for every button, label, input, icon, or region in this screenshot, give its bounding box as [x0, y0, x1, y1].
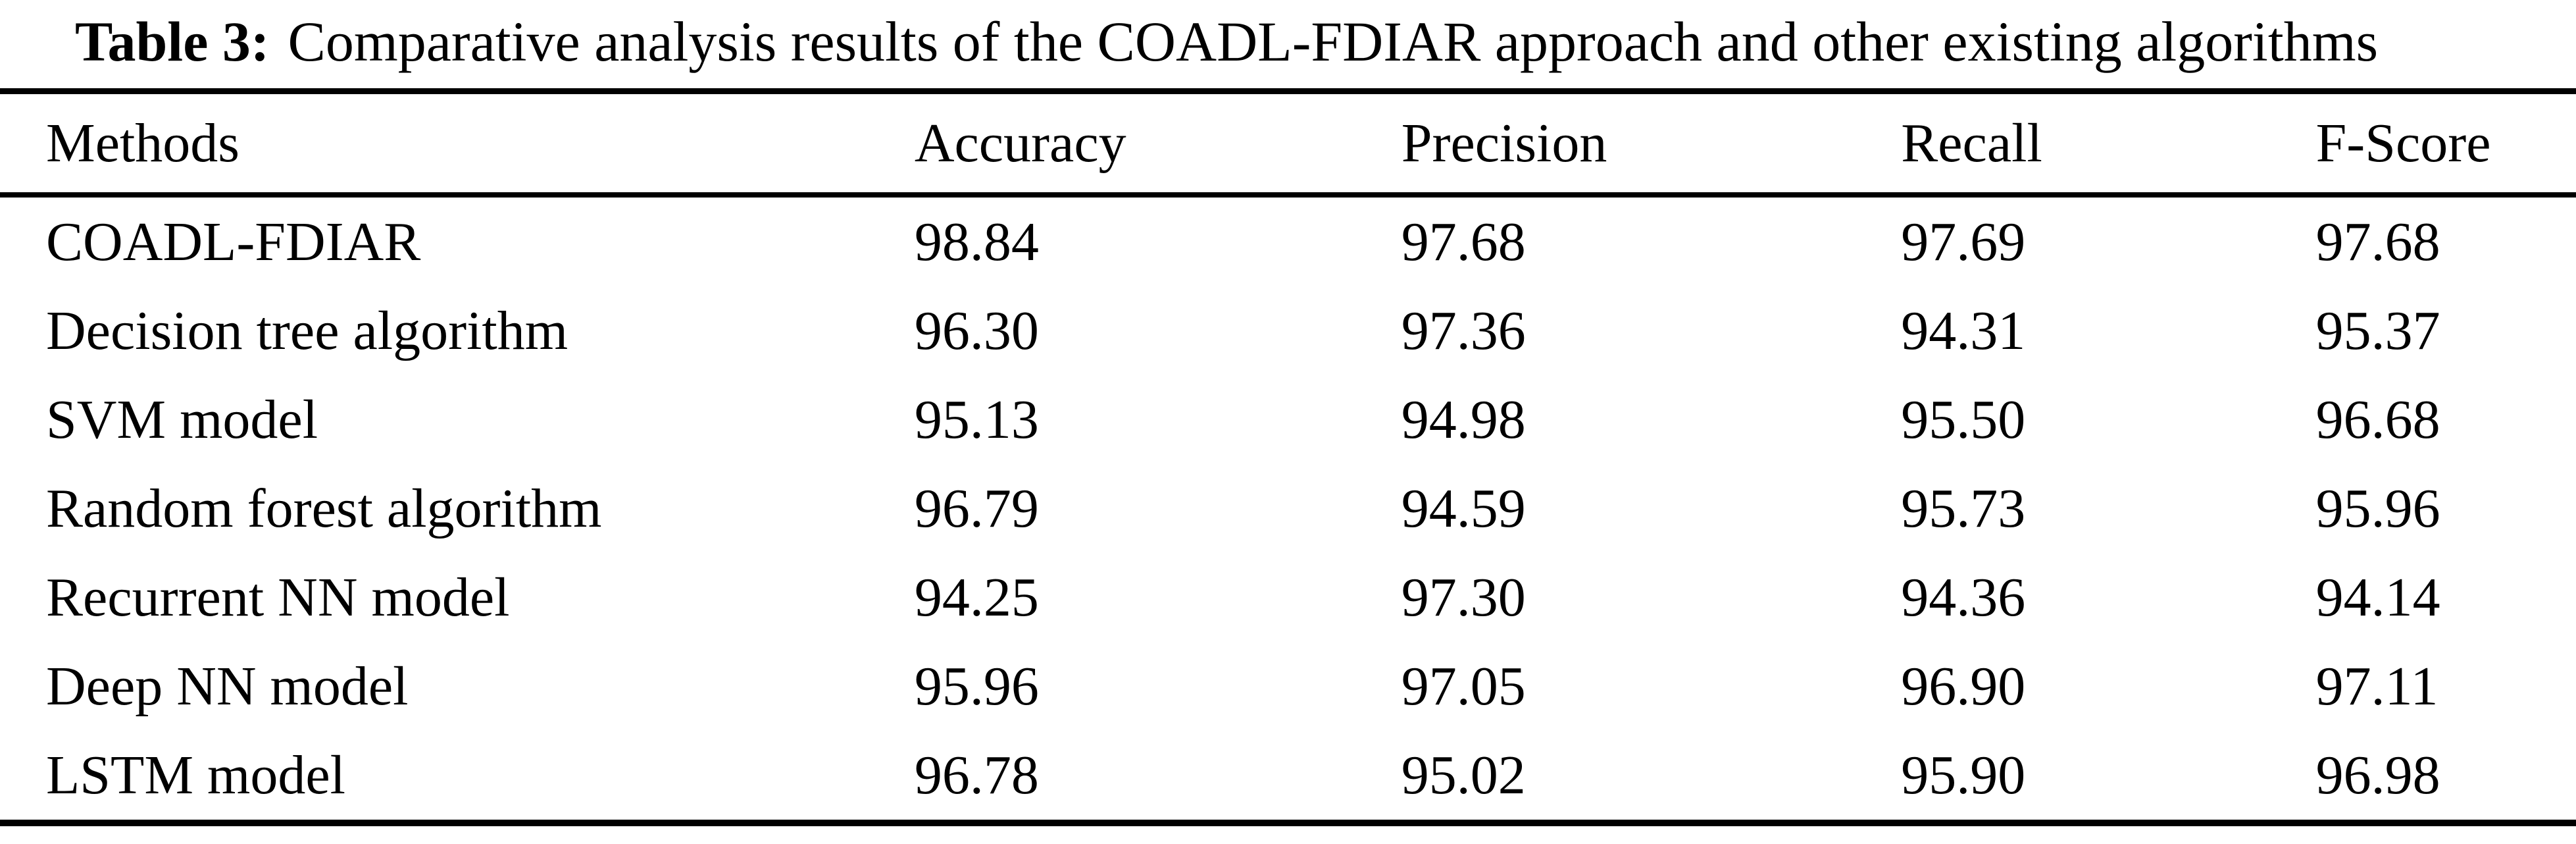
fscore-cell: 95.96	[2315, 478, 2440, 539]
column-header-fscore: F-Score	[2315, 94, 2576, 198]
recall-cell: 95.73	[1901, 478, 2026, 539]
recall-cell: 96.90	[1901, 656, 2026, 717]
column-header-methods: Methods	[0, 94, 915, 198]
header-row: Methods Accuracy Precision Recall F-Scor…	[0, 94, 2576, 198]
fscore-cell: 95.37	[2315, 300, 2440, 361]
precision-cell: 94.98	[1401, 389, 1526, 450]
method-cell: Random forest algorithm	[46, 478, 602, 539]
precision-cell: 97.68	[1401, 211, 1526, 273]
fscore-cell: 97.11	[2315, 656, 2438, 717]
column-header-precision: Precision	[1401, 94, 1902, 198]
table-row: Deep NN model 95.96 97.05 96.90 97.11	[0, 642, 2576, 731]
table-row: SVM model 95.13 94.98 95.50 96.68	[0, 375, 2576, 464]
precision-cell: 94.59	[1401, 478, 1526, 539]
accuracy-cell: 96.79	[914, 478, 1039, 539]
fscore-cell: 97.68	[2315, 211, 2440, 273]
method-cell: LSTM model	[46, 745, 345, 806]
results-table: Methods Accuracy Precision Recall F-Scor…	[0, 94, 2576, 826]
table-caption-text: Comparative analysis results of the COAD…	[288, 10, 2379, 73]
method-cell: Decision tree algorithm	[46, 300, 568, 361]
precision-cell: 97.05	[1401, 656, 1526, 717]
accuracy-cell: 95.96	[914, 656, 1039, 717]
recall-cell: 94.36	[1901, 567, 2026, 628]
fscore-cell: 96.98	[2315, 745, 2440, 806]
recall-cell: 97.69	[1901, 211, 2026, 273]
precision-cell: 97.30	[1401, 567, 1526, 628]
precision-cell: 95.02	[1401, 745, 1526, 806]
recall-cell: 95.90	[1901, 745, 2026, 806]
table-caption-label: Table 3:	[75, 10, 270, 73]
recall-cell: 94.31	[1901, 300, 2026, 361]
table-row: Decision tree algorithm 96.30 97.36 94.3…	[0, 286, 2576, 375]
method-cell: COADL-FDIAR	[46, 211, 421, 273]
fscore-cell: 94.14	[2315, 567, 2440, 628]
method-cell: Recurrent NN model	[46, 567, 510, 628]
table-caption: Table 3: Comparative analysis results of …	[0, 0, 2576, 94]
column-header-recall: Recall	[1901, 94, 2316, 198]
table-row: Recurrent NN model 94.25 97.30 94.36 94.…	[0, 553, 2576, 642]
table-row: COADL-FDIAR 98.84 97.68 97.69 97.68	[0, 195, 2576, 286]
accuracy-cell: 95.13	[914, 389, 1039, 450]
accuracy-cell: 94.25	[914, 567, 1039, 628]
method-cell: Deep NN model	[46, 656, 409, 717]
recall-cell: 95.50	[1901, 389, 2026, 450]
fscore-cell: 96.68	[2315, 389, 2440, 450]
precision-cell: 97.36	[1401, 300, 1526, 361]
accuracy-cell: 96.78	[914, 745, 1039, 806]
column-header-accuracy: Accuracy	[914, 94, 1402, 198]
accuracy-cell: 96.30	[914, 300, 1039, 361]
table-row: Random forest algorithm 96.79 94.59 95.7…	[0, 464, 2576, 553]
method-cell: SVM model	[46, 389, 318, 450]
accuracy-cell: 98.84	[914, 211, 1039, 273]
table-row: LSTM model 96.78 95.02 95.90 96.98	[0, 731, 2576, 823]
